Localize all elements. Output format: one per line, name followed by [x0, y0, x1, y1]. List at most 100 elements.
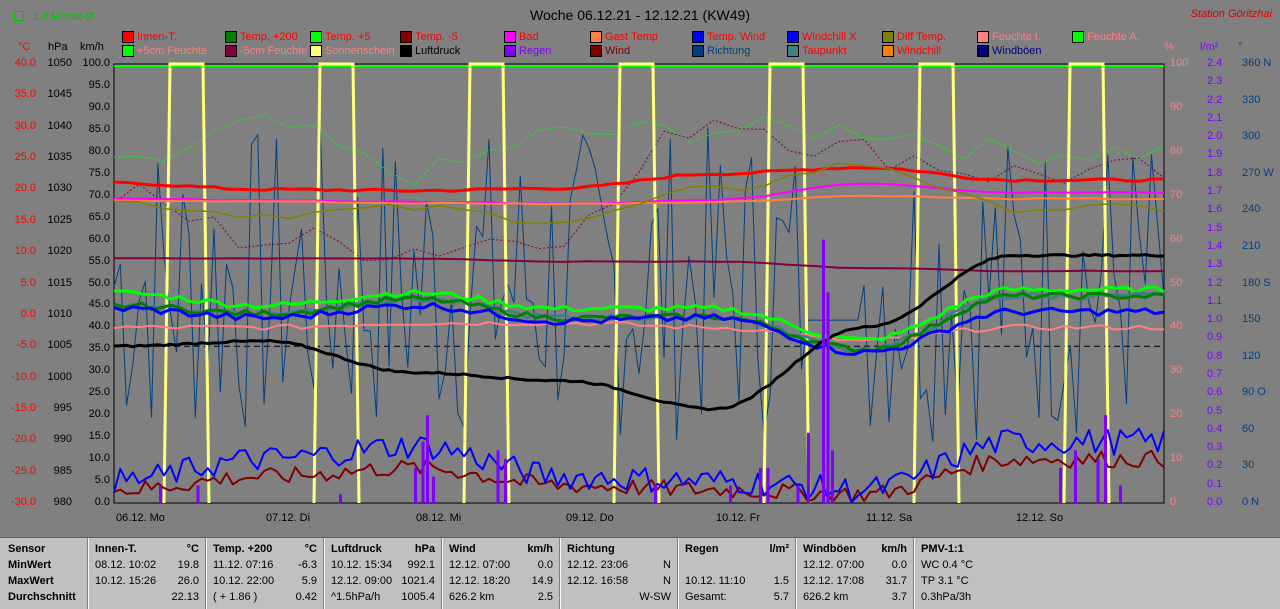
- stats-avg-label: 626.2 km: [803, 591, 849, 603]
- rain-bar: [766, 467, 770, 503]
- dir-tick: 300: [1242, 130, 1261, 143]
- legend-label: Sonnenschein: [325, 45, 395, 57]
- minus5-temp-line: [113, 257, 1165, 273]
- day-label: 10.12. Fr: [716, 512, 760, 524]
- press-tick: 985: [53, 464, 72, 477]
- stats-min-time: 12.12. 07:00: [803, 559, 865, 571]
- press-tick: 1015: [47, 276, 72, 289]
- rain-bar: [759, 467, 762, 503]
- legend-item: Windchill X: [787, 31, 856, 43]
- stats-column: Wind km/h 12.12. 07:00 0.0 12.12. 18:20 14.9 6…: [442, 538, 561, 609]
- legend-swatch: [590, 45, 602, 57]
- legend-item: Temp. Wind: [692, 31, 765, 43]
- stats-title: Innen-T.: [95, 543, 137, 555]
- stats-avg-value: 3.7: [891, 591, 907, 603]
- wind-tick: 0.0: [94, 496, 110, 508]
- legend-swatch: [787, 45, 799, 57]
- stats-title: Temp. +200: [213, 543, 273, 555]
- legend-swatch: [504, 31, 516, 43]
- rain-tick: 2.2: [1207, 93, 1223, 106]
- press-tick: 980: [53, 496, 72, 508]
- temp-tick: 25.0: [14, 151, 36, 164]
- press-tick: 1010: [47, 307, 72, 320]
- press-tick: 1025: [47, 213, 72, 226]
- innen-temp-line: [113, 166, 1165, 193]
- legend-swatch: [122, 31, 134, 43]
- press-tick: 1050: [47, 57, 72, 69]
- legend-swatch: [882, 45, 894, 57]
- legend-swatch: [225, 31, 237, 43]
- rain-tick: 1.7: [1207, 185, 1223, 198]
- dir-tick: 0 N: [1242, 496, 1260, 508]
- rain-bar: [496, 450, 500, 503]
- hum-tick: 30: [1170, 364, 1183, 377]
- temp-tick: 10.0: [14, 245, 36, 258]
- stats-column: Temp. +200 °C 11.12. 07:16 -6.3 10.12. 22:00…: [206, 538, 325, 609]
- weather-chart: 06.12. Mo 07.12. Di 08.12. Mi 09.12. Do 10.1…: [113, 62, 1165, 524]
- gast-temp-line: [113, 194, 1165, 206]
- luftdruck-line: [113, 252, 1164, 412]
- station-name: Station Göritzhai: [1190, 8, 1272, 20]
- stats-avg-label: 0.3hPa/3h: [921, 591, 972, 603]
- legend-item: -5cm Feuchte: [225, 45, 307, 57]
- rain-bar: [807, 432, 810, 503]
- wind-tick: 45.0: [88, 298, 110, 311]
- legend-label: Gast Temp: [605, 31, 658, 43]
- temp-tick: -10.0: [10, 370, 36, 383]
- dir-tick: 120: [1242, 349, 1261, 362]
- rain-tick: 0.8: [1207, 349, 1223, 362]
- stats-max-time: 12.12. 18:20: [449, 575, 511, 587]
- wind-tick: 75.0: [88, 166, 110, 179]
- stats-avg-value: 22.13: [171, 591, 199, 603]
- hum-tick: 80: [1170, 144, 1183, 157]
- sensor-column: Sensor MinWert MaxWert Durchschnitt: [0, 538, 88, 609]
- press-tick: 1040: [47, 119, 72, 132]
- legend-swatch: [310, 45, 322, 57]
- legend-label: Temp. +5: [325, 31, 371, 43]
- legend-label: Taupunkt: [802, 45, 847, 57]
- press-tick: 1035: [47, 151, 72, 164]
- rain-axis-unit: l/m²: [1200, 41, 1219, 53]
- legend-swatch: [692, 31, 704, 43]
- rain-tick: 2.4: [1207, 57, 1223, 69]
- rain-bar: [196, 485, 200, 503]
- rain-bar: [339, 494, 342, 503]
- rain-tick: 1.8: [1207, 166, 1223, 179]
- legend-item: Gast Temp: [590, 31, 658, 43]
- temp-tick: 35.0: [14, 88, 36, 101]
- rain-bar: [426, 415, 429, 503]
- stats-max-value: 31.7: [885, 575, 907, 587]
- legend-item: Wind: [590, 45, 630, 57]
- legend-item: Temp. -5: [400, 31, 458, 43]
- rain-tick: 0.1: [1207, 477, 1223, 490]
- press-tick: 1005: [47, 339, 72, 352]
- stats-max-value: 5.9: [301, 575, 317, 587]
- dir-tick: 90 O: [1242, 386, 1266, 399]
- dir-tick: 210: [1242, 239, 1261, 252]
- dir-axis-unit: °: [1238, 41, 1243, 53]
- temp-tick: 15.0: [14, 213, 36, 226]
- legend-swatch: [122, 45, 134, 57]
- legend-item: Innen-T.: [122, 31, 177, 43]
- rain-tick: 1.4: [1207, 239, 1223, 252]
- legend-label: Feuchte A.: [1087, 31, 1140, 43]
- wind-tick: 30.0: [88, 364, 110, 377]
- chart-title: Woche 06.12.21 - 12.12.21 (KW49): [530, 7, 750, 23]
- rain-tick: 0.6: [1207, 386, 1223, 399]
- day-label: 08.12. Mi: [416, 512, 461, 524]
- legend-label: Diff Temp.: [897, 31, 947, 43]
- feuchte-innen-line: [113, 321, 1165, 342]
- hum-tick: 40: [1170, 320, 1183, 333]
- checkbox-icon[interactable]: [14, 11, 24, 21]
- rain-bar: [831, 450, 834, 503]
- row-max: MaxWert: [8, 575, 54, 587]
- wind-tick: 95.0: [88, 78, 110, 91]
- rain-bar: [504, 459, 507, 503]
- stats-column: Regen l/m² 10.12. 11:10 1.5 Gesamt: 5.7: [678, 538, 797, 609]
- legend-item: Regen: [504, 45, 551, 57]
- legend-swatch: [977, 45, 989, 57]
- press-tick: 990: [53, 433, 72, 446]
- stats-max-time: 10.12. 15:26: [95, 575, 157, 587]
- stats-min-time: 08.12. 10:02: [95, 559, 157, 571]
- sunshine-block: [1062, 62, 1111, 504]
